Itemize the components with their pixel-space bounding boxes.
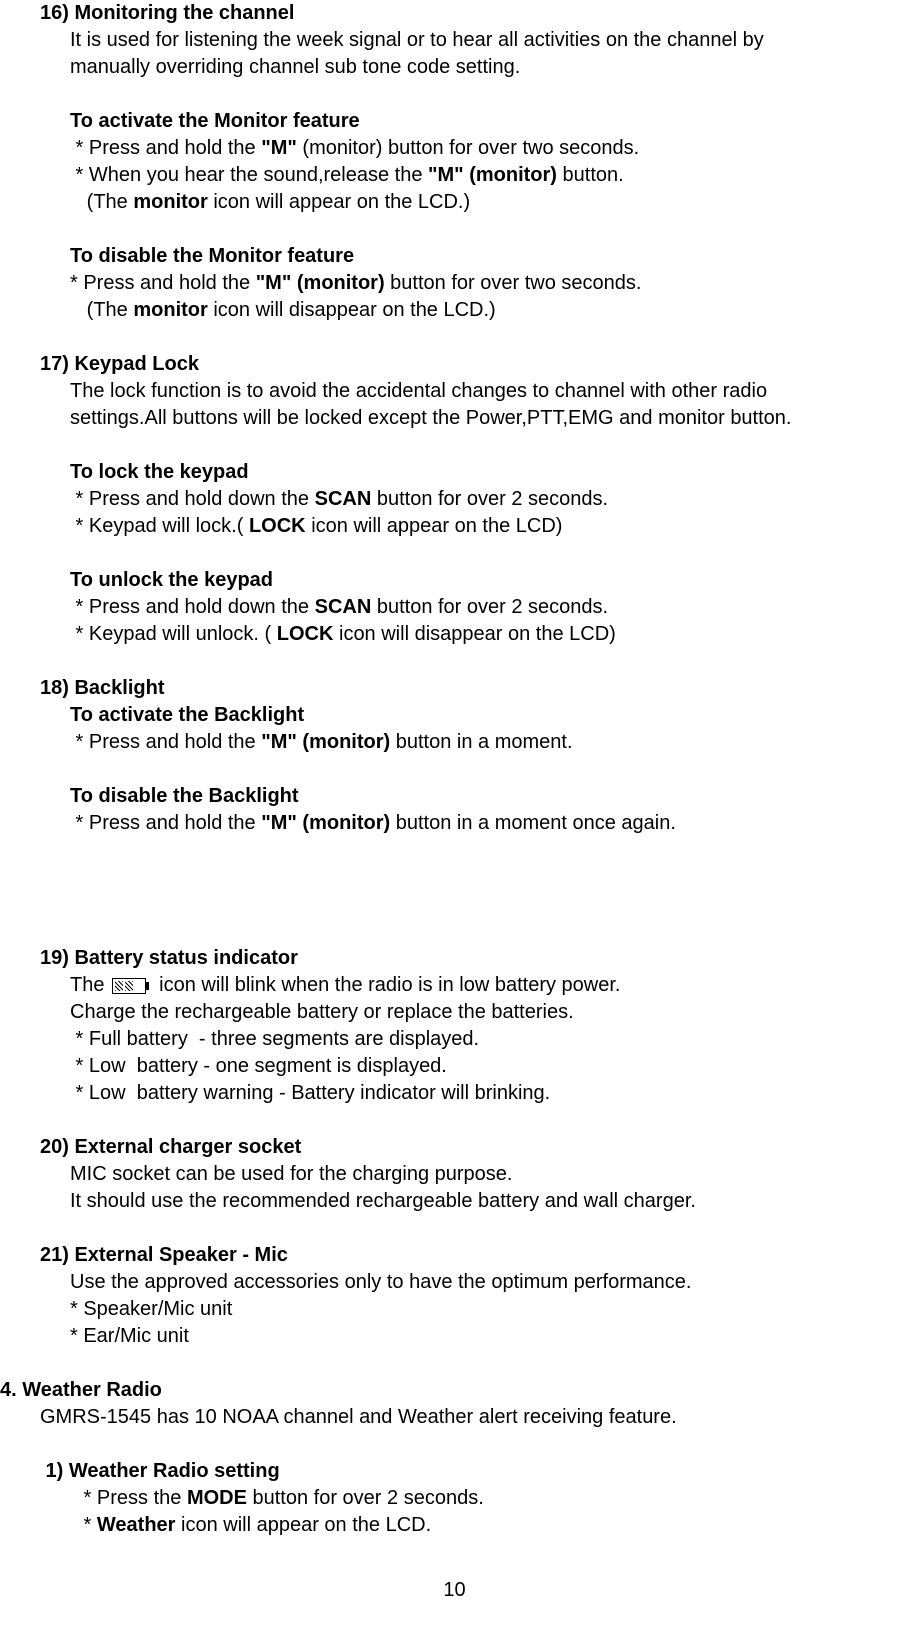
section-18-title: 18) Backlight [0, 675, 909, 702]
section-16-desc-1: It is used for listening the week signal… [0, 27, 909, 54]
section-18-activate-title: To activate the Backlight [0, 702, 909, 729]
section-17-unlock-1: * Press and hold down the SCAN button fo… [0, 594, 909, 621]
section-21-line-1: Use the approved accessories only to hav… [0, 1269, 909, 1296]
section-21-line-2: * Speaker/Mic unit [0, 1296, 909, 1323]
document-page: 16) Monitoring the channel It is used fo… [0, 0, 919, 1632]
section-18-disable-1: * Press and hold the "M" (monitor) butto… [0, 810, 909, 837]
section-16-title: 16) Monitoring the channel [0, 0, 909, 27]
section-17-lock-2: * Keypad will lock.( LOCK icon will appe… [0, 513, 909, 540]
section-19-line-3: * Full battery - three segments are disp… [0, 1026, 909, 1053]
section-19-title: 19) Battery status indicator [0, 945, 909, 972]
section-16-disable-title: To disable the Monitor feature [0, 243, 909, 270]
section-21-line-3: * Ear/Mic unit [0, 1323, 909, 1350]
battery-icon [112, 978, 146, 994]
section-21-title: 21) External Speaker - Mic [0, 1242, 909, 1269]
section-19-line-5: * Low battery warning - Battery indicato… [0, 1080, 909, 1107]
section-16-disable-1: * Press and hold the "M" (monitor) butto… [0, 270, 909, 297]
section-17-lock-1: * Press and hold down the SCAN button fo… [0, 486, 909, 513]
section-4-title: 4. Weather Radio [0, 1377, 909, 1404]
section-16-activate-1: * Press and hold the "M" (monitor) butto… [0, 135, 909, 162]
section-16-disable-2: (The monitor icon will disappear on the … [0, 297, 909, 324]
section-17-unlock-2: * Keypad will unlock. ( LOCK icon will d… [0, 621, 909, 648]
page-number: 10 [0, 1579, 909, 1602]
section-20-title: 20) External charger socket [0, 1134, 909, 1161]
section-17-desc-1: The lock function is to avoid the accide… [0, 378, 909, 405]
section-19-line-2: Charge the rechargeable battery or repla… [0, 999, 909, 1026]
section-16-activate-3: (The monitor icon will appear on the LCD… [0, 189, 909, 216]
section-19-line-4: * Low battery - one segment is displayed… [0, 1053, 909, 1080]
section-17-unlock-title: To unlock the keypad [0, 567, 909, 594]
section-17-lock-title: To lock the keypad [0, 459, 909, 486]
section-20-line-2: It should use the recommended rechargeab… [0, 1188, 909, 1215]
section-16-activate-title: To activate the Monitor feature [0, 108, 909, 135]
section-4-desc: GMRS-1545 has 10 NOAA channel and Weathe… [0, 1404, 909, 1431]
section-18-activate-1: * Press and hold the "M" (monitor) butto… [0, 729, 909, 756]
section-16-activate-2: * When you hear the sound,release the "M… [0, 162, 909, 189]
section-17-desc-2: settings.All buttons will be locked exce… [0, 405, 909, 432]
section-17-title: 17) Keypad Lock [0, 351, 909, 378]
section-19-line-1: The icon will blink when the radio is in… [0, 972, 909, 999]
section-4-line-1: * Press the MODE button for over 2 secon… [0, 1485, 909, 1512]
section-4-sub-title: 1) Weather Radio setting [0, 1458, 909, 1485]
section-20-line-1: MIC socket can be used for the charging … [0, 1161, 909, 1188]
section-16-desc-2: manually overriding channel sub tone cod… [0, 54, 909, 81]
section-18-disable-title: To disable the Backlight [0, 783, 909, 810]
section-4-line-2: * Weather icon will appear on the LCD. [0, 1512, 909, 1539]
